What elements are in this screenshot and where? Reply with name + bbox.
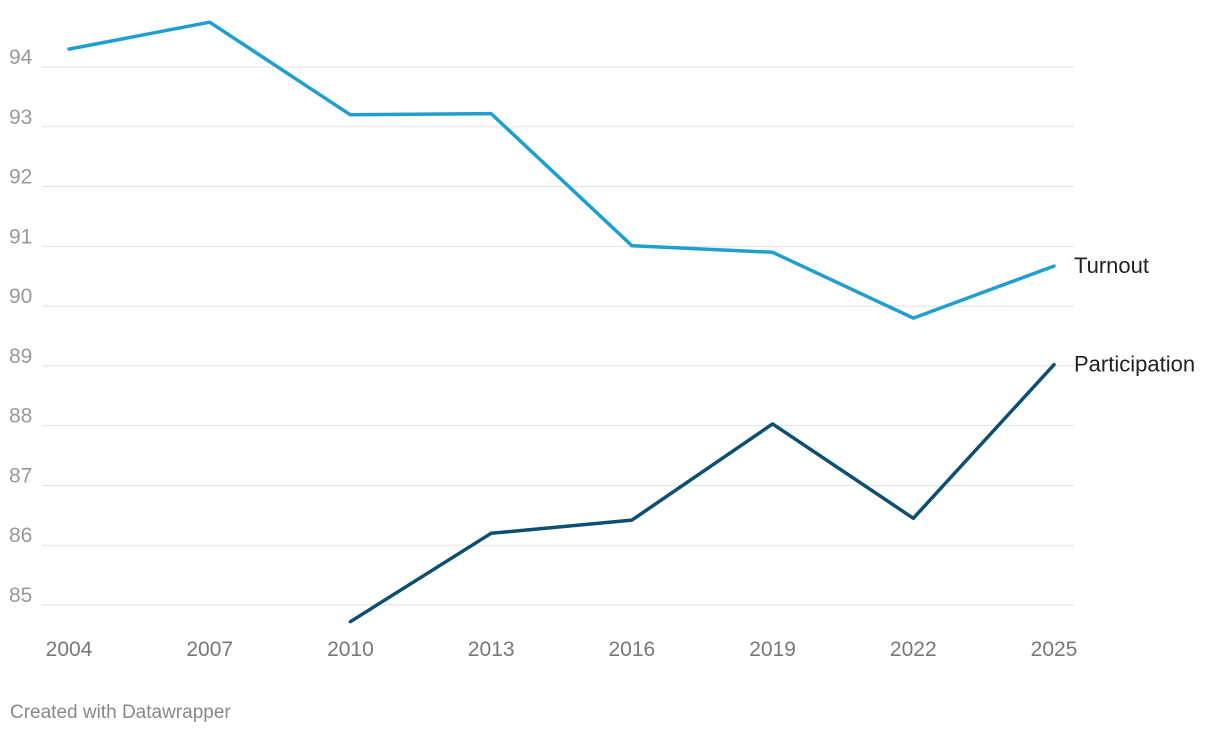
y-tick-label: 91 (9, 225, 32, 248)
line-chart: 85 86 87 88 89 90 91 92 93 94 2004 2007 2010 2013 201… (9, 20, 1195, 661)
x-tick-label: 2007 (186, 638, 233, 661)
y-tick-label: 94 (9, 46, 33, 69)
y-tick-label: 92 (9, 166, 32, 189)
y-tick-label: 87 (9, 464, 32, 487)
gridlines (42, 66, 1074, 606)
x-tick-label: 2013 (468, 638, 515, 661)
y-tick-label: 86 (9, 524, 32, 547)
y-axis-ticks: 85 86 87 88 89 90 91 92 93 94 (9, 46, 33, 607)
y-tick-label: 89 (9, 345, 32, 368)
x-tick-label: 2019 (749, 638, 796, 661)
x-tick-label: 2004 (46, 638, 93, 661)
series-labels: Turnout Participation (1074, 253, 1195, 377)
series-line-participation (348, 362, 1056, 624)
y-tick-label: 85 (9, 584, 32, 607)
y-tick-label: 93 (9, 106, 32, 129)
credit-text: Created with Datawrapper (10, 702, 231, 723)
series-line-turnout (67, 20, 1056, 320)
x-tick-label: 2016 (608, 638, 655, 661)
series-label-participation: Participation (1074, 352, 1195, 377)
x-axis-ticks: 2004 2007 2010 2013 2016 2019 2022 2025 (46, 638, 1078, 661)
x-tick-label: 2010 (327, 638, 374, 661)
series-lines (67, 20, 1056, 624)
series-label-turnout: Turnout (1074, 253, 1149, 278)
y-tick-label: 90 (9, 285, 32, 308)
y-tick-label: 88 (9, 405, 32, 428)
x-tick-label: 2022 (890, 638, 937, 661)
x-tick-label: 2025 (1031, 638, 1078, 661)
